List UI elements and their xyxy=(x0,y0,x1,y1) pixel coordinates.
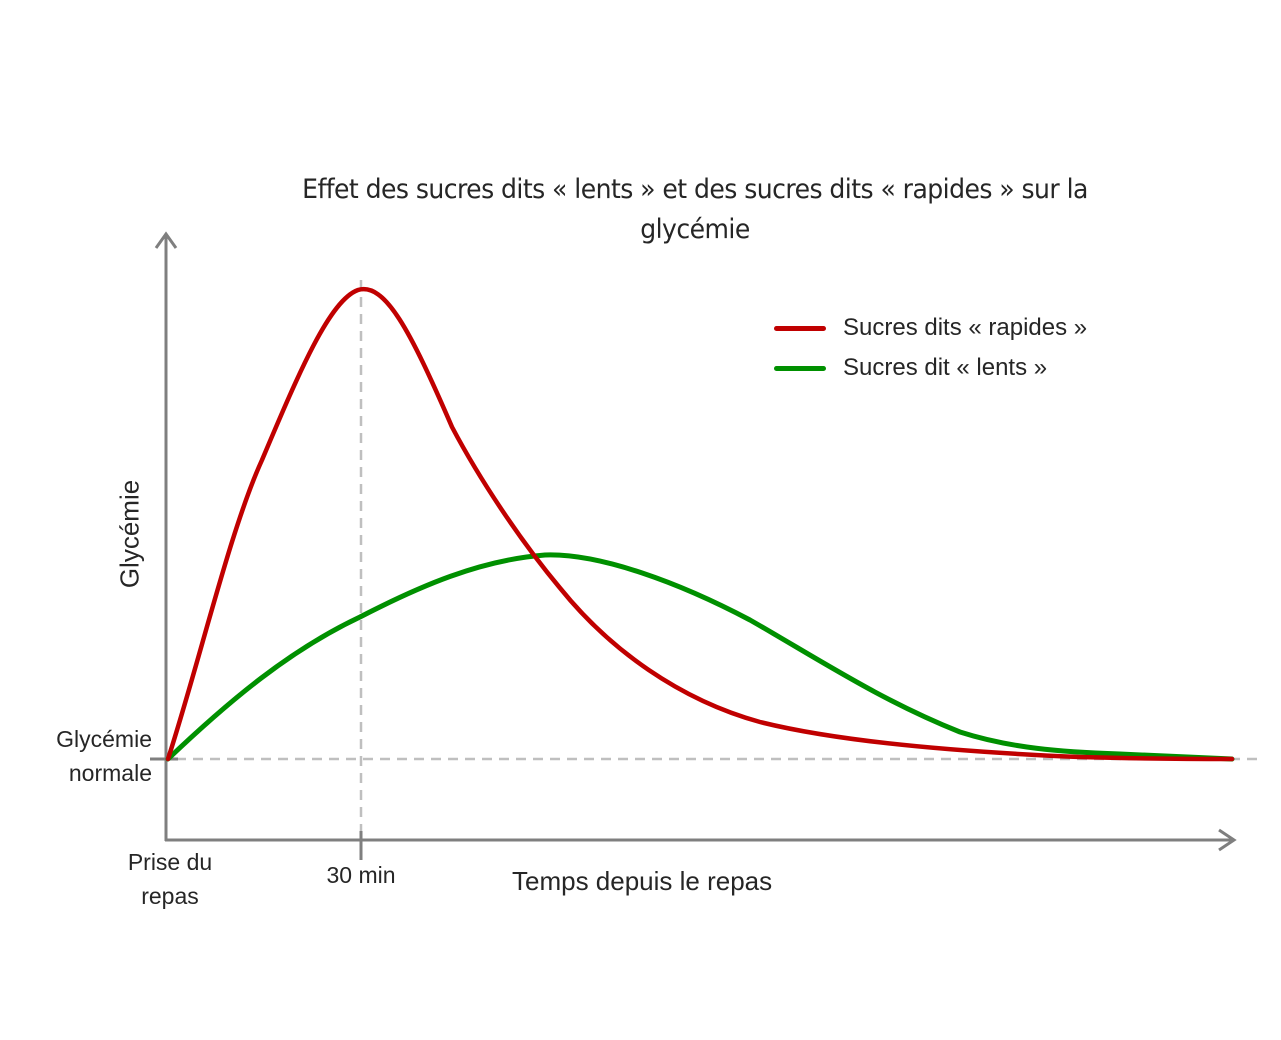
legend-item-lents: Sucres dit « lents » xyxy=(774,348,1087,388)
legend-item-rapides: Sucres dits « rapides » xyxy=(774,308,1087,348)
legend: Sucres dits « rapides » Sucres dit « len… xyxy=(774,308,1087,388)
chart-title: Effet des sucres dits « lents » et des s… xyxy=(302,174,1088,245)
x-axis-label: Temps depuis le repas xyxy=(512,866,773,896)
legend-swatch-lents xyxy=(774,365,826,371)
y-axis-arrow-icon xyxy=(154,231,178,249)
y-tick-label-normal: Glycémie normale xyxy=(56,726,152,786)
x-axis-arrow-icon xyxy=(1218,828,1237,852)
series-rapides-line xyxy=(165,286,1235,762)
y-axis-label: Glycémie xyxy=(114,479,145,589)
legend-swatch-rapides xyxy=(774,325,826,331)
x-tick-label-30min: 30 min xyxy=(326,862,396,888)
legend-label-rapides: Sucres dits « rapides » xyxy=(843,314,1088,341)
legend-label-lents: Sucres dit « lents » xyxy=(843,354,1048,381)
series-lents-line xyxy=(165,552,1235,762)
x-tick-label-prise: Prise du repas xyxy=(127,849,213,909)
